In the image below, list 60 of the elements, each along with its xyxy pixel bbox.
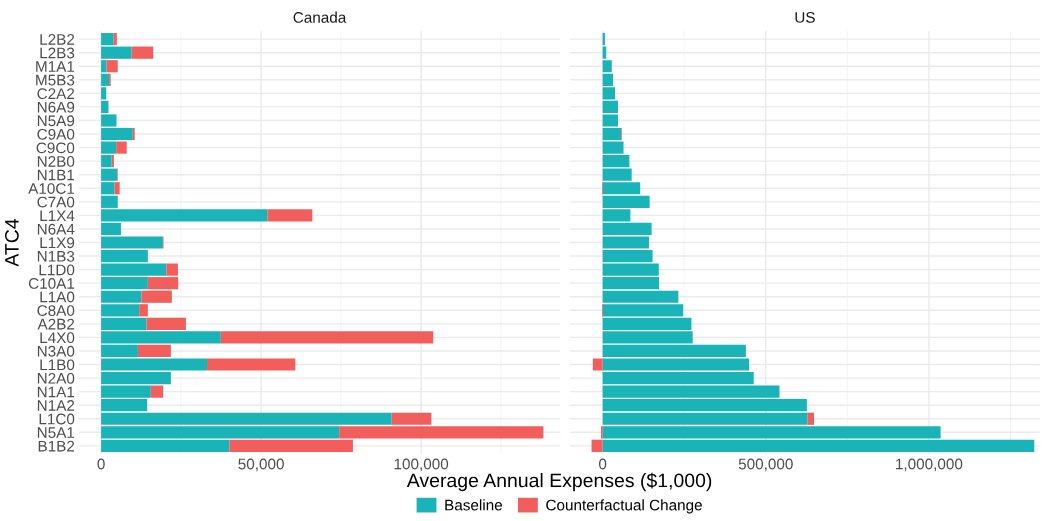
x-tick-label: 0 [599, 458, 607, 470]
bar [807, 412, 815, 425]
y-tick-label: N1B1 [37, 169, 75, 181]
bar [592, 358, 603, 371]
bar [267, 209, 313, 222]
y-tick-label: N2B0 [37, 156, 75, 167]
bar [131, 46, 154, 59]
y-tick-label: L1D0 [39, 264, 75, 276]
legend-label: Baseline [445, 499, 503, 511]
y-tick-label: C8A0 [37, 305, 75, 316]
x-tick-label: 1,000,000 [896, 458, 963, 472]
y-tick-label: N1A1 [37, 386, 75, 398]
y-tick-label: L4X0 [40, 332, 75, 344]
y-tick-label: L2B3 [40, 47, 75, 59]
bar [591, 439, 603, 452]
y-tick-label: C10A1 [28, 278, 75, 289]
y-tick-label: C7A0 [37, 196, 75, 208]
y-tick-label: N1B3 [37, 250, 75, 262]
bar [150, 385, 164, 398]
bar [207, 358, 296, 371]
y-tick-label: C9A0 [37, 128, 75, 140]
y-tick-label: A10C1 [28, 183, 75, 194]
y-axis-title: ATC4 [4, 218, 19, 267]
bar [602, 439, 1035, 452]
chart-title: US [795, 12, 815, 23]
y-tick-label: L1X9 [40, 237, 75, 249]
y-tick-label: N5A1 [37, 427, 75, 438]
bar [229, 439, 353, 452]
bar [106, 60, 118, 73]
y-tick-label: N6A9 [37, 101, 75, 113]
y-tick-label: N1A2 [37, 400, 75, 411]
x-tick-label: 50,000 [238, 458, 284, 472]
x-tick-label: 100,000 [394, 458, 449, 472]
y-tick-label: N2A0 [37, 372, 75, 384]
y-tick-label: M5B3 [36, 74, 75, 86]
y-tick-label: L1B0 [40, 359, 75, 371]
y-tick-label: M1A1 [36, 61, 75, 72]
x-axis-title: Average Annual Expenses ($1,000) [406, 472, 712, 492]
y-tick-label: C2A2 [37, 88, 75, 100]
y-tick-label: C9C0 [36, 142, 75, 154]
y-tick-label: B1B2 [38, 440, 75, 452]
y-tick-label: L1X4 [40, 210, 75, 221]
x-tick-label: 500,000 [738, 458, 793, 472]
bar [101, 439, 230, 452]
y-tick-label: N5A9 [37, 115, 75, 127]
bar [101, 33, 114, 46]
y-tick-label: N6A4 [37, 223, 75, 235]
y-tick-label: L2B2 [40, 34, 75, 45]
y-tick-label: N3A0 [37, 345, 75, 357]
legend-label: Counterfactual Change [546, 499, 702, 514]
x-tick-label: 0 [97, 458, 105, 470]
bar [137, 344, 171, 358]
bar [116, 141, 127, 154]
y-tick-label: L1A0 [40, 291, 75, 303]
y-tick-label: L1C0 [39, 413, 75, 425]
bar [113, 33, 117, 46]
chart-title: Canada [293, 11, 347, 23]
y-tick-label: A2B2 [37, 318, 75, 330]
bar [146, 317, 186, 330]
bar [220, 331, 434, 344]
